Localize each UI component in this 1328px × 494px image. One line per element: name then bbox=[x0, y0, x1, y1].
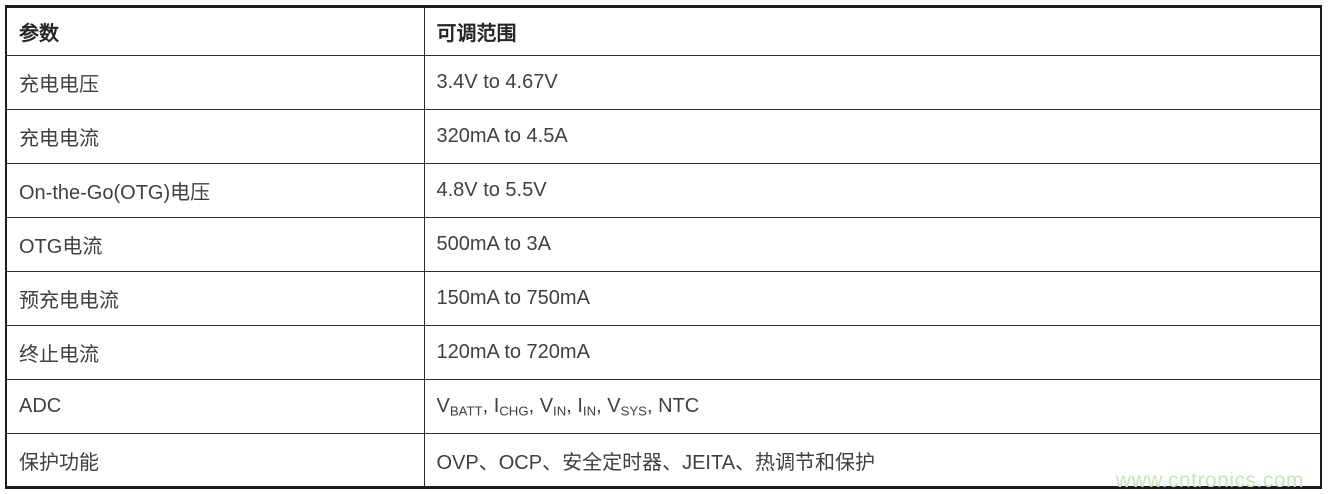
table-row: On-the-Go(OTG)电压 4.8V to 5.5V bbox=[6, 163, 1321, 218]
table-row: 保护功能 OVP、OCP、安全定时器、JEITA、热调节和保护 bbox=[6, 433, 1321, 488]
spec-table-container: 参数 可调范围 充电电压 3.4V to 4.67V 充电电流 320mA to… bbox=[5, 5, 1322, 489]
param-cell: OTG电流 bbox=[6, 217, 425, 272]
table-row: 充电电压 3.4V to 4.67V bbox=[6, 55, 1321, 110]
range-cell: 4.8V to 5.5V bbox=[424, 163, 1321, 218]
table-row: ADC VBATT, ICHG, VIN, IIN, VSYS, NTC bbox=[6, 379, 1321, 434]
param-cell: On-the-Go(OTG)电压 bbox=[6, 163, 425, 218]
table-row: 终止电流 120mA to 720mA bbox=[6, 325, 1321, 380]
spec-table: 参数 可调范围 充电电压 3.4V to 4.67V 充电电流 320mA to… bbox=[5, 5, 1322, 489]
table-header: 参数 可调范围 bbox=[6, 6, 1321, 56]
column-header-param: 参数 bbox=[6, 6, 425, 56]
param-cell: 预充电电流 bbox=[6, 271, 425, 326]
column-header-range: 可调范围 bbox=[436, 23, 517, 45]
table-row: OTG电流 500mA to 3A bbox=[6, 217, 1321, 272]
table-body: 充电电压 3.4V to 4.67V 充电电流 320mA to 4.5A On… bbox=[6, 55, 1321, 488]
table-row: 充电电流 320mA to 4.5A bbox=[6, 109, 1321, 164]
param-cell: 终止电流 bbox=[6, 325, 425, 380]
range-cell: 500mA to 3A bbox=[424, 217, 1321, 272]
range-cell: 120mA to 720mA bbox=[424, 325, 1321, 380]
range-cell: 150mA to 750mA bbox=[424, 271, 1321, 326]
watermark: www.cntronics.com bbox=[1115, 469, 1304, 492]
table-row: 预充电电流 150mA to 750mA bbox=[6, 271, 1321, 326]
param-cell: 充电电流 bbox=[6, 109, 425, 164]
range-cell: OVP、OCP、安全定时器、JEITA、热调节和保护 bbox=[424, 433, 1321, 488]
range-cell: VBATT, ICHG, VIN, IIN, VSYS, NTC bbox=[424, 379, 1321, 434]
param-cell: ADC bbox=[6, 379, 425, 434]
param-cell: 充电电压 bbox=[6, 55, 425, 110]
range-cell: 320mA to 4.5A bbox=[424, 109, 1321, 164]
range-cell: 3.4V to 4.67V bbox=[424, 55, 1321, 110]
header-row: 参数 可调范围 bbox=[6, 6, 1321, 56]
param-cell: 保护功能 bbox=[6, 433, 425, 488]
